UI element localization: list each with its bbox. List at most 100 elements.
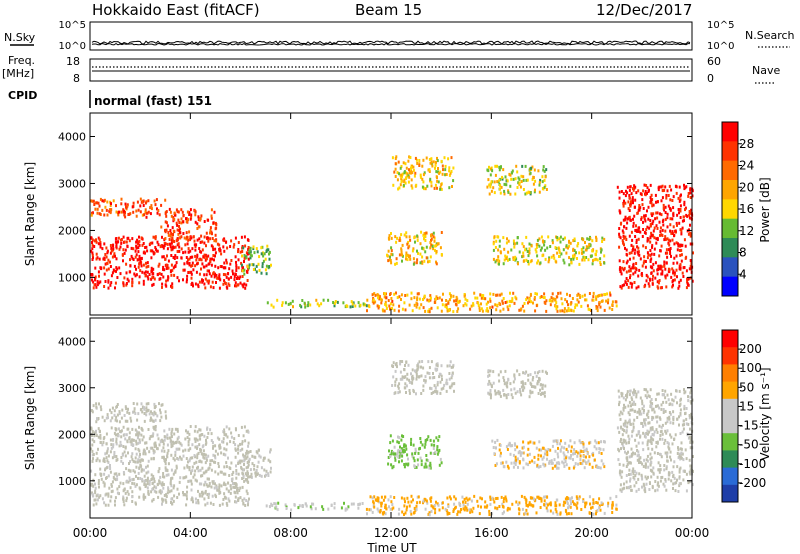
scatter-cell <box>212 248 215 252</box>
scatter-cell <box>314 507 317 511</box>
scatter-cell <box>161 497 164 501</box>
scatter-cell <box>166 242 169 246</box>
scatter-cell <box>451 373 454 377</box>
scatter-cell <box>556 512 559 516</box>
nave-tick-top: 60 <box>707 55 721 68</box>
scatter-cell <box>168 436 171 440</box>
scatter-cell <box>446 382 449 386</box>
scatter-cell <box>669 208 672 212</box>
scatter-cell <box>436 368 439 371</box>
scatter-cell <box>191 456 194 460</box>
scatter-cell <box>512 256 515 260</box>
scatter-cell <box>192 475 195 479</box>
scatter-cell <box>209 285 212 289</box>
scatter-cell <box>398 295 401 299</box>
scatter-cell <box>162 439 165 443</box>
scatter-cell <box>209 231 211 235</box>
scatter-cell <box>580 304 583 308</box>
scatter-cell <box>434 389 437 393</box>
scatter-cell <box>241 477 244 480</box>
scatter-cell <box>680 248 683 252</box>
scatter-cell <box>672 206 675 210</box>
scatter-cell <box>571 496 573 500</box>
scatter-cell <box>169 478 172 482</box>
scatter-cell <box>198 217 201 221</box>
scatter-cell <box>551 239 554 243</box>
nsky-label: N.Sky <box>4 31 36 44</box>
scatter-cell <box>492 248 495 252</box>
scatter-cell <box>628 196 631 200</box>
scatter-cell <box>376 304 379 308</box>
scatter-cell <box>204 286 207 290</box>
scatter-cell <box>202 471 205 475</box>
scatter-cell <box>628 251 631 255</box>
scatter-cell <box>165 473 168 477</box>
scatter-cell <box>554 464 557 468</box>
scatter-cell <box>162 446 165 450</box>
scatter-cell <box>168 242 171 246</box>
scatter-cell <box>379 510 382 514</box>
scatter-cell <box>369 495 372 499</box>
scatter-cell <box>445 509 448 513</box>
scatter-cell <box>145 441 148 445</box>
scatter-cell <box>551 466 554 470</box>
scatter-cell <box>430 157 433 161</box>
scatter-cell <box>115 257 118 261</box>
scatter-cell <box>391 299 394 303</box>
scatter-cell <box>564 501 567 505</box>
scatter-cell <box>207 254 210 258</box>
scatter-cell <box>156 211 159 215</box>
scatter-cell <box>93 431 96 435</box>
scatter-cell <box>170 468 173 472</box>
scatter-cell <box>108 486 111 490</box>
scatter-cell <box>477 504 480 508</box>
scatter-cell <box>629 202 632 206</box>
scatter-cell <box>682 275 685 278</box>
scatter-cell <box>670 254 672 258</box>
scatter-cell <box>204 442 207 446</box>
scatter-cell <box>193 461 196 465</box>
scatter-cell <box>121 453 124 457</box>
scatter-cell <box>643 183 646 187</box>
scatter-cell <box>173 217 176 221</box>
scatter-cell <box>579 441 582 445</box>
scatter-cell <box>656 280 659 284</box>
scatter-cell <box>136 460 139 464</box>
scatter-cell <box>592 501 595 505</box>
scatter-cell <box>128 239 131 243</box>
scatter-cell <box>124 248 127 252</box>
scatter-cell <box>197 285 200 289</box>
scatter-cell <box>555 464 558 467</box>
scatter-cell <box>539 296 542 299</box>
scatter-cell <box>265 504 268 508</box>
power-frame <box>89 112 693 316</box>
scatter-cell <box>531 378 534 382</box>
scatter-cell <box>239 461 242 465</box>
scatter-cell <box>654 193 657 197</box>
scatter-cell <box>95 238 97 242</box>
scatter-cell <box>490 385 493 389</box>
scatter-cell <box>478 309 481 312</box>
scatter-cell <box>165 228 168 232</box>
scatter-cell <box>576 454 579 458</box>
scatter-cell <box>556 251 559 255</box>
scatter-cell <box>531 390 534 394</box>
scatter-cell <box>227 497 230 501</box>
scatter-cell <box>270 502 273 506</box>
scatter-cell <box>394 391 397 395</box>
scatter-cell <box>430 162 433 166</box>
scatter-cell <box>649 426 652 430</box>
scatter-cell <box>161 235 163 239</box>
scatter-cell <box>220 451 223 455</box>
scatter-cell <box>422 180 425 184</box>
scatter-cell <box>668 270 671 274</box>
scatter-cell <box>549 448 552 452</box>
scatter-cell <box>486 185 489 189</box>
scatter-cell <box>472 506 475 510</box>
scatter-cell <box>631 402 634 406</box>
scatter-cell <box>171 226 174 230</box>
scatter-cell <box>161 403 164 407</box>
scatter-cell <box>135 240 138 244</box>
scatter-cell <box>514 192 517 196</box>
scatter-cell <box>521 255 524 259</box>
